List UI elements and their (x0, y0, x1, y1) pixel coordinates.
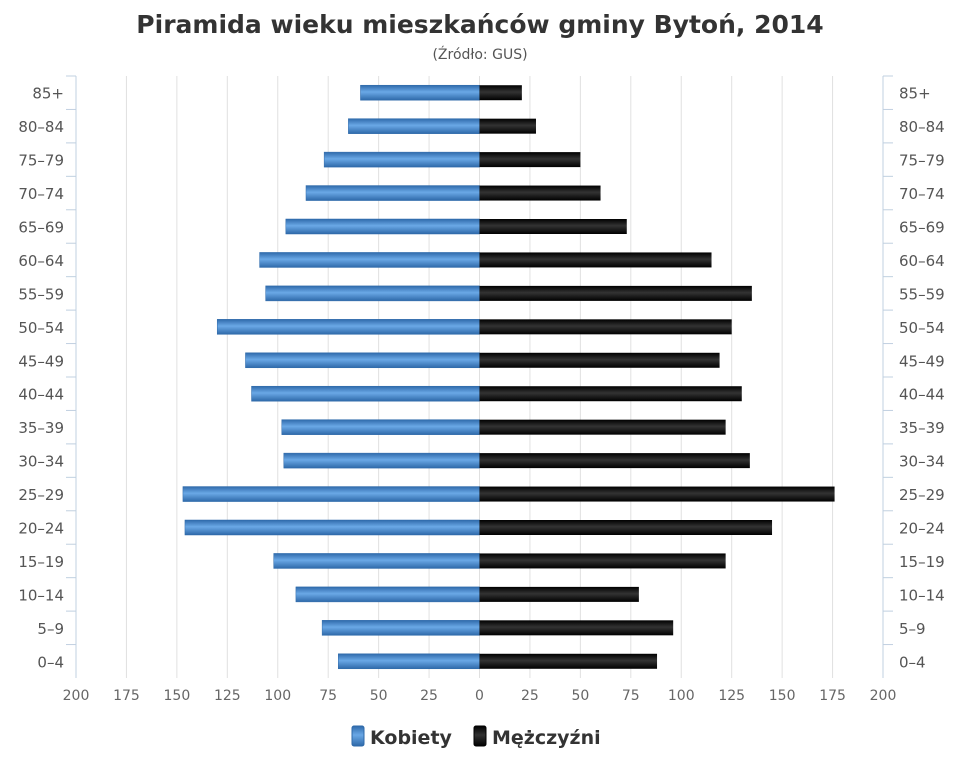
bar-kobiety-20-24 (184, 519, 480, 536)
y-label-left: 70–74 (18, 185, 64, 203)
bar-mezczyzni-85+ (479, 85, 522, 101)
legend-label-kobiety: Kobiety (370, 727, 453, 749)
y-label-left: 65–69 (18, 219, 64, 237)
y-label-right: 30–34 (899, 453, 945, 471)
x-tick-label: 125 (718, 688, 745, 704)
bar-kobiety-5-9 (321, 620, 480, 636)
legend-item-mezczyzni[interactable]: Mężczyźni (473, 725, 601, 749)
y-label-right: 80–84 (899, 118, 945, 136)
bar-kobiety-45-49 (245, 352, 480, 369)
y-label-left: 15–19 (18, 553, 64, 571)
y-label-right: 40–44 (899, 386, 945, 404)
bar-mezczyzni-40-44 (479, 386, 742, 402)
bar-kobiety-75-79 (323, 151, 480, 168)
bar-mezczyzni-65-69 (479, 219, 627, 234)
bar-kobiety-70-74 (305, 185, 480, 201)
x-tick-label: 25 (420, 688, 438, 704)
bar-kobiety-60-64 (259, 252, 480, 268)
x-tick-label: 200 (870, 688, 897, 704)
legend-label-mezczyzni: Mężczyźni (492, 727, 601, 749)
y-label-left: 25–29 (18, 486, 64, 504)
bar-mezczyzni-60-64 (479, 252, 712, 268)
y-label-left: 45–49 (18, 352, 64, 370)
bar-mezczyzni-0-4 (479, 653, 658, 669)
x-tick-label: 125 (214, 688, 241, 704)
y-label-right: 20–24 (899, 520, 945, 538)
x-tick-label: 200 (63, 688, 90, 704)
x-tick-label: 75 (622, 688, 640, 704)
legend: Kobiety Mężczyźni (351, 725, 601, 749)
y-label-left: 10–14 (18, 586, 64, 604)
y-label-right: 85+ (899, 85, 931, 103)
y-label-left: 75–79 (18, 152, 64, 170)
chart-subtitle: (Źródło: GUS) (432, 45, 527, 63)
y-label-left: 40–44 (18, 386, 64, 404)
bar-mezczyzni-10-14 (479, 586, 639, 602)
bar-kobiety-25-29 (182, 486, 480, 502)
bar-mezczyzni-70-74 (479, 185, 601, 201)
x-tick-label: 150 (164, 688, 191, 704)
x-tick-label: 50 (571, 688, 589, 704)
y-label-left: 50–54 (18, 319, 64, 337)
y-label-right: 10–14 (899, 586, 945, 604)
x-tick-label: 175 (113, 688, 140, 704)
y-label-left: 35–39 (18, 419, 64, 437)
x-tick-label: 100 (264, 688, 291, 704)
y-label-right: 50–54 (899, 319, 945, 337)
y-label-left: 20–24 (18, 520, 64, 538)
bar-kobiety-35-39 (281, 419, 480, 435)
y-label-right: 35–39 (899, 419, 945, 437)
bar-kobiety-85+ (360, 84, 480, 101)
legend-swatch-kobiety (351, 725, 365, 747)
y-label-right: 5–9 (899, 620, 926, 638)
y-label-right: 70–74 (899, 185, 945, 203)
x-tick-label: 175 (819, 688, 846, 704)
bar-kobiety-30-34 (283, 452, 480, 469)
x-tick-label: 75 (319, 688, 337, 704)
x-tick-label: 0 (475, 688, 484, 704)
bar-mezczyzni-55-59 (479, 285, 752, 301)
y-label-right: 45–49 (899, 352, 945, 370)
chart-title: Piramida wieku mieszkańców gminy Bytoń, … (136, 10, 823, 39)
y-label-right: 25–29 (899, 486, 945, 504)
y-label-left: 55–59 (18, 285, 64, 303)
y-label-right: 75–79 (899, 152, 945, 170)
y-label-right: 0–4 (899, 653, 926, 671)
bar-kobiety-0-4 (338, 653, 480, 670)
bar-mezczyzni-25-29 (479, 486, 835, 502)
legend-swatch-mezczyzni (473, 725, 487, 747)
y-label-left: 60–64 (18, 252, 64, 270)
x-tick-label: 150 (769, 688, 796, 704)
bar-kobiety-65-69 (285, 218, 480, 235)
y-label-left: 80–84 (18, 118, 64, 136)
bar-kobiety-80-84 (348, 118, 480, 134)
y-label-right: 55–59 (899, 285, 945, 303)
bar-mezczyzni-80-84 (479, 118, 536, 134)
bar-kobiety-55-59 (265, 285, 480, 302)
x-tick-label: 25 (521, 688, 539, 704)
y-label-right: 60–64 (899, 252, 945, 270)
legend-item-kobiety[interactable]: Kobiety (351, 725, 453, 749)
y-label-left: 0–4 (37, 653, 64, 671)
bar-kobiety-40-44 (251, 385, 480, 402)
bar-mezczyzni-30-34 (479, 453, 750, 469)
y-label-right: 65–69 (899, 219, 945, 237)
bar-mezczyzni-5-9 (479, 620, 674, 636)
bar-mezczyzni-20-24 (479, 520, 773, 535)
bar-mezczyzni-15-19 (479, 553, 726, 569)
y-label-left: 85+ (32, 85, 64, 103)
bar-mezczyzni-50-54 (479, 319, 732, 335)
y-label-right: 15–19 (899, 553, 945, 571)
bar-kobiety-50-54 (216, 319, 480, 335)
y-label-left: 5–9 (37, 620, 64, 638)
bar-mezczyzni-45-49 (479, 352, 720, 368)
bar-mezczyzni-35-39 (479, 419, 726, 435)
bar-mezczyzni-75-79 (479, 152, 581, 168)
bar-kobiety-15-19 (273, 553, 480, 569)
y-label-left: 30–34 (18, 453, 64, 471)
bar-kobiety-10-14 (295, 586, 480, 603)
x-tick-label: 50 (370, 688, 388, 704)
x-tick-label: 100 (668, 688, 695, 704)
